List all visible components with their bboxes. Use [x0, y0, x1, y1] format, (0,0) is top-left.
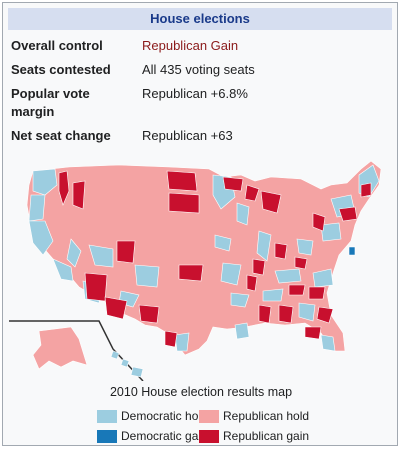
popular-vote-value: Republican +6.8% — [142, 86, 248, 101]
region-hawaii-middle — [120, 358, 130, 368]
region-alaska — [32, 326, 88, 370]
region-illinois-south — [252, 258, 266, 276]
region-pennsylvania — [320, 222, 342, 242]
region-tennessee-east — [288, 284, 306, 296]
region-minnesota-north — [222, 176, 244, 192]
region-ohio — [296, 238, 314, 256]
region-california-south — [52, 258, 74, 282]
legend-swatch-republican-gain — [199, 430, 219, 443]
region-utah — [88, 244, 114, 268]
legend-swatch-republican-hold — [199, 410, 219, 423]
region-indiana — [274, 242, 288, 260]
region-oregon-coast — [28, 194, 46, 222]
legend-label-democratic-hold: Democratic hold — [121, 409, 208, 423]
region-wisconsin-north — [244, 184, 260, 202]
region-missouri — [220, 262, 242, 286]
region-iowa — [214, 234, 232, 252]
region-south-dakota — [168, 192, 200, 214]
region-colorado — [134, 264, 160, 288]
region-new-hampshire — [360, 182, 372, 198]
net-seat-change-value: Republican +63 — [142, 128, 233, 143]
region-illinois — [256, 230, 272, 262]
region-alabama — [278, 304, 294, 324]
region-new-york-west — [338, 206, 358, 222]
region-kentucky — [274, 268, 302, 284]
overall-control-label: Overall control — [11, 38, 103, 53]
region-nevada-south — [66, 238, 82, 268]
popular-vote-label: Popular vote margin — [11, 86, 90, 119]
region-pennsylvania-west — [312, 212, 326, 232]
region-south-carolina — [316, 306, 334, 324]
infobox-title: House elections — [8, 8, 392, 30]
legend-label-democratic-gain: Democratic gain — [121, 429, 208, 443]
region-washington-east — [58, 170, 70, 206]
region-washington-west — [32, 168, 58, 196]
region-virginia — [312, 268, 334, 288]
legend-swatch-democratic-hold — [97, 410, 117, 423]
election-infobox: House elections Overall control Republic… — [2, 2, 398, 446]
inset-divider — [9, 320, 144, 381]
region-texas-west — [138, 304, 160, 324]
region-florida — [320, 334, 336, 352]
region-texas-south — [174, 332, 190, 352]
map-caption: 2010 House election results map — [109, 385, 293, 399]
region-hawaii-east — [130, 366, 144, 378]
region-north-dakota — [166, 170, 198, 192]
region-hawaii-west — [110, 350, 120, 360]
region-delaware — [348, 246, 356, 256]
net-seat-change-label: Net seat change — [11, 128, 111, 143]
region-wyoming — [116, 240, 136, 264]
legend-label-republican-gain: Republican gain — [223, 429, 310, 443]
region-kansas — [178, 264, 204, 282]
region-california-north — [28, 220, 54, 256]
region-idaho — [72, 180, 86, 210]
seats-contested-label: Seats contested — [11, 62, 111, 77]
region-arkansas — [230, 292, 250, 308]
legend-label-republican-hold: Republican hold — [223, 409, 310, 423]
region-ohio-south — [294, 256, 308, 270]
house-results-map — [9, 160, 382, 381]
region-virginia-south — [308, 286, 326, 300]
region-arizona — [84, 272, 108, 302]
region-georgia — [298, 302, 316, 322]
region-new-mexico — [104, 296, 128, 320]
region-arkansas-east — [246, 274, 258, 292]
region-michigan — [260, 190, 282, 214]
seats-contested-value: All 435 voting seats — [142, 62, 255, 77]
region-texas-east — [164, 330, 178, 348]
legend-swatch-democratic-gain — [97, 430, 117, 443]
region-louisiana — [234, 322, 250, 340]
region-florida-north — [304, 326, 322, 340]
region-wisconsin — [236, 202, 250, 226]
region-mississippi — [258, 304, 272, 324]
overall-control-value: Republican Gain — [142, 38, 239, 53]
region-tennessee — [262, 288, 284, 302]
